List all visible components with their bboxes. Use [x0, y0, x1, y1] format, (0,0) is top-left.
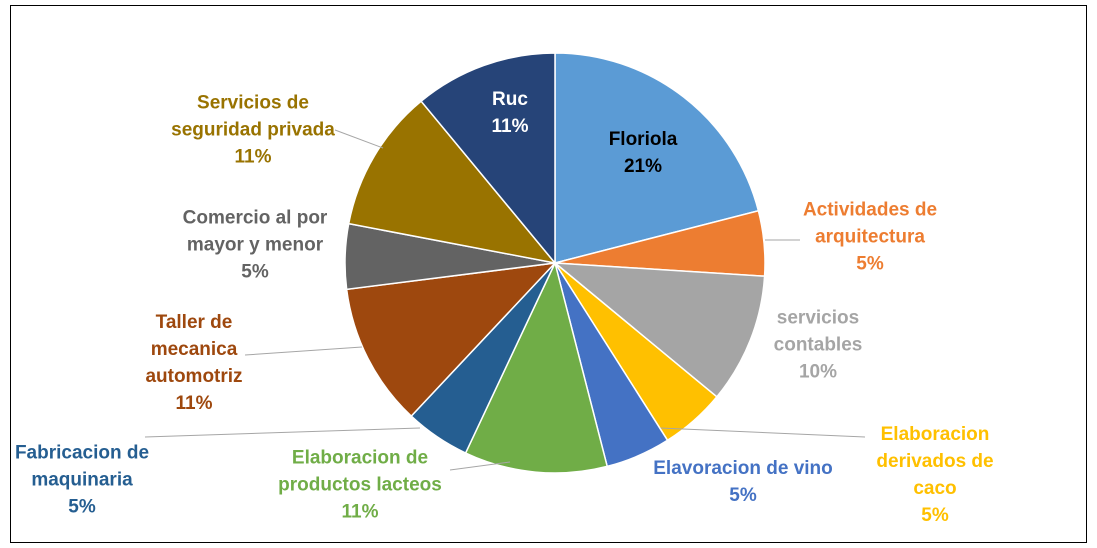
slice-label: Servicios de seguridad privada 11%	[158, 90, 348, 171]
value-label: 10%	[798, 361, 838, 383]
slice-label: Floriola 21%	[583, 126, 703, 180]
category-name: Servicios de seguridad privada	[171, 92, 335, 141]
slice-label: Elaboracion de productos lacteos 11%	[260, 445, 460, 526]
slice-label: Elavoracion de vino 5%	[653, 455, 833, 509]
pie-slice	[345, 261, 557, 418]
leader-line	[449, 461, 511, 471]
chart-frame	[10, 5, 1087, 543]
slice-label: Comercio al por mayor y menor 5%	[160, 205, 350, 286]
value-label: 5%	[241, 261, 269, 283]
slice-label: Fabricacion de maquinaria 5%	[12, 440, 152, 521]
category-name: Fabricacion de maquinaria	[14, 442, 150, 491]
leader-line	[144, 427, 421, 438]
category-name: Ruc	[492, 89, 528, 110]
leader-line	[659, 427, 866, 438]
category-name: Actividades de arquitectura	[802, 199, 938, 248]
leader-line	[334, 129, 384, 149]
leader-line	[244, 346, 363, 356]
slice-label: Elaboracion derivados de caco 5%	[860, 421, 1010, 529]
value-label: 5%	[856, 253, 884, 275]
slice-label: Actividades de arquitectura 5%	[780, 197, 960, 278]
value-label: 11%	[234, 146, 272, 168]
slice-label: Taller de mecanica automotriz 11%	[124, 309, 264, 417]
value-label: 5%	[921, 505, 949, 526]
value-label: 11%	[341, 501, 379, 523]
value-label: 11%	[175, 393, 213, 414]
value-label: 11%	[491, 116, 529, 137]
category-name: servicios contables	[773, 307, 863, 356]
slice-label: Ruc 11%	[480, 86, 540, 140]
pie-slice	[464, 260, 609, 474]
value-label: 5%	[729, 485, 757, 506]
pie-slice	[552, 262, 766, 398]
category-name: Elavoracion de vino	[653, 458, 833, 479]
category-name: Elaboracion derivados de caco	[876, 424, 994, 499]
pie-slice	[347, 100, 557, 265]
category-name: Floriola	[608, 129, 678, 150]
value-label: 21%	[623, 156, 663, 177]
category-name: Taller de mecanica automotriz	[145, 312, 243, 387]
pie-slice	[420, 52, 556, 266]
slice-label: servicios contables 10%	[763, 305, 873, 386]
category-name: Elaboracion de productos lacteos	[278, 447, 442, 496]
category-name: Comercio al por mayor y menor	[182, 207, 328, 256]
pie-slice	[554, 52, 760, 264]
value-label: 5%	[68, 496, 96, 518]
